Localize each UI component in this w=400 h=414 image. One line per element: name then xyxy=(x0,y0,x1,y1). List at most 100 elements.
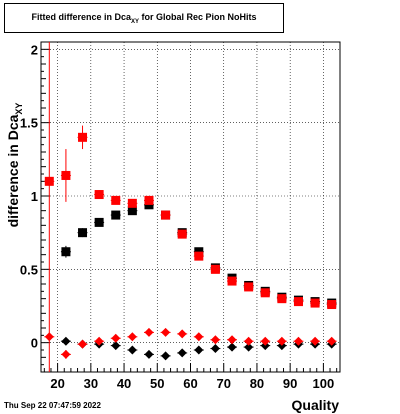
diamond-marker xyxy=(177,348,187,358)
data-point xyxy=(127,332,138,342)
data-point xyxy=(210,335,221,345)
diamond-marker xyxy=(260,336,270,346)
title-box: Fitted difference in DcaXY for Global Re… xyxy=(4,3,284,33)
data-point xyxy=(110,195,121,205)
square-marker xyxy=(61,170,71,180)
data-point xyxy=(310,298,321,308)
data-point xyxy=(293,297,304,307)
data-point xyxy=(60,336,71,346)
data-point xyxy=(44,42,55,372)
x-tick-label: 40 xyxy=(117,376,131,391)
diamond-marker xyxy=(44,332,54,342)
data-point xyxy=(193,332,204,342)
diamond-marker xyxy=(194,345,204,355)
diamond-marker xyxy=(310,336,320,346)
data-point xyxy=(77,125,88,150)
square-marker xyxy=(127,198,137,208)
data-point xyxy=(143,349,154,359)
data-point xyxy=(143,327,154,337)
data-point xyxy=(160,327,171,337)
diamond-marker xyxy=(244,336,254,346)
diamond-marker xyxy=(94,336,104,346)
data-point xyxy=(243,342,254,352)
diamond-marker xyxy=(127,332,137,342)
diamond-marker xyxy=(144,327,154,337)
data-point xyxy=(127,198,138,208)
data-point xyxy=(60,349,71,359)
square-marker xyxy=(78,228,88,238)
diamond-marker xyxy=(227,335,237,345)
diamond-marker xyxy=(277,336,287,346)
title-main: Fitted difference in Dca xyxy=(31,12,131,22)
chart-title: Fitted difference in DcaXY for Global Re… xyxy=(5,12,283,25)
y-tick-label: 1 xyxy=(31,189,38,204)
square-marker xyxy=(293,297,303,307)
series-1 xyxy=(44,42,337,372)
data-point xyxy=(160,351,171,361)
x-tick-label: 70 xyxy=(216,376,230,391)
x-tick-label: 50 xyxy=(150,376,164,391)
square-marker xyxy=(260,288,270,298)
data-point xyxy=(276,294,287,304)
data-point xyxy=(110,333,121,343)
square-marker xyxy=(310,298,320,308)
data-point xyxy=(210,264,221,274)
x-tick-label: 80 xyxy=(250,376,264,391)
data-point xyxy=(77,339,88,349)
data-point xyxy=(77,228,88,238)
data-point xyxy=(227,335,238,345)
data-point xyxy=(227,276,238,286)
data-point xyxy=(260,336,271,346)
x-tick-label: 100 xyxy=(313,376,335,391)
data-point xyxy=(193,251,204,261)
diamond-marker xyxy=(177,329,187,339)
square-marker xyxy=(61,247,71,257)
square-marker xyxy=(194,251,204,261)
diamond-marker xyxy=(244,342,254,352)
data-point xyxy=(243,336,254,346)
data-point xyxy=(110,210,121,220)
diamond-marker xyxy=(194,332,204,342)
diamond-marker xyxy=(210,344,220,354)
data-point xyxy=(60,149,71,202)
y-axis-title-sub: XY xyxy=(14,103,24,115)
data-point xyxy=(94,336,105,346)
diamond-marker xyxy=(293,336,303,346)
square-marker xyxy=(144,195,154,205)
diamond-marker xyxy=(144,349,154,359)
data-point xyxy=(94,217,105,227)
data-point xyxy=(326,336,337,346)
x-tick-label: 30 xyxy=(84,376,98,391)
data-point xyxy=(60,245,71,258)
data-point xyxy=(94,190,105,200)
timestamp: Thu Sep 22 07:47:59 2022 xyxy=(4,401,101,410)
square-marker xyxy=(127,206,137,216)
data-point xyxy=(160,210,171,220)
x-axis-title: Quality xyxy=(292,397,340,413)
data-point xyxy=(143,195,154,205)
square-marker xyxy=(227,276,237,286)
x-tick-label: 90 xyxy=(283,376,297,391)
diamond-marker xyxy=(327,336,337,346)
data-point xyxy=(110,341,121,351)
diamond-marker xyxy=(111,333,121,343)
square-marker xyxy=(244,282,254,292)
diamond-marker xyxy=(127,345,137,355)
data-point xyxy=(260,288,271,298)
data-point xyxy=(227,342,238,352)
diamond-marker xyxy=(210,335,220,345)
data-point xyxy=(44,332,55,342)
diamond-marker xyxy=(161,327,171,337)
data-point xyxy=(210,344,221,354)
diamond-marker xyxy=(227,342,237,352)
axes: 20 30 40 50 60 70 80 90 100 0 0.5 1 1.5 2 xyxy=(20,41,338,391)
diamond-marker xyxy=(61,349,71,359)
square-marker xyxy=(111,210,121,220)
y-axis-title: difference in DcaXY xyxy=(5,103,24,228)
data-point xyxy=(326,300,337,310)
square-marker xyxy=(44,176,54,186)
data-point xyxy=(193,345,204,355)
y-axis-title-main: difference in Dca xyxy=(5,114,21,227)
square-marker xyxy=(111,195,121,205)
